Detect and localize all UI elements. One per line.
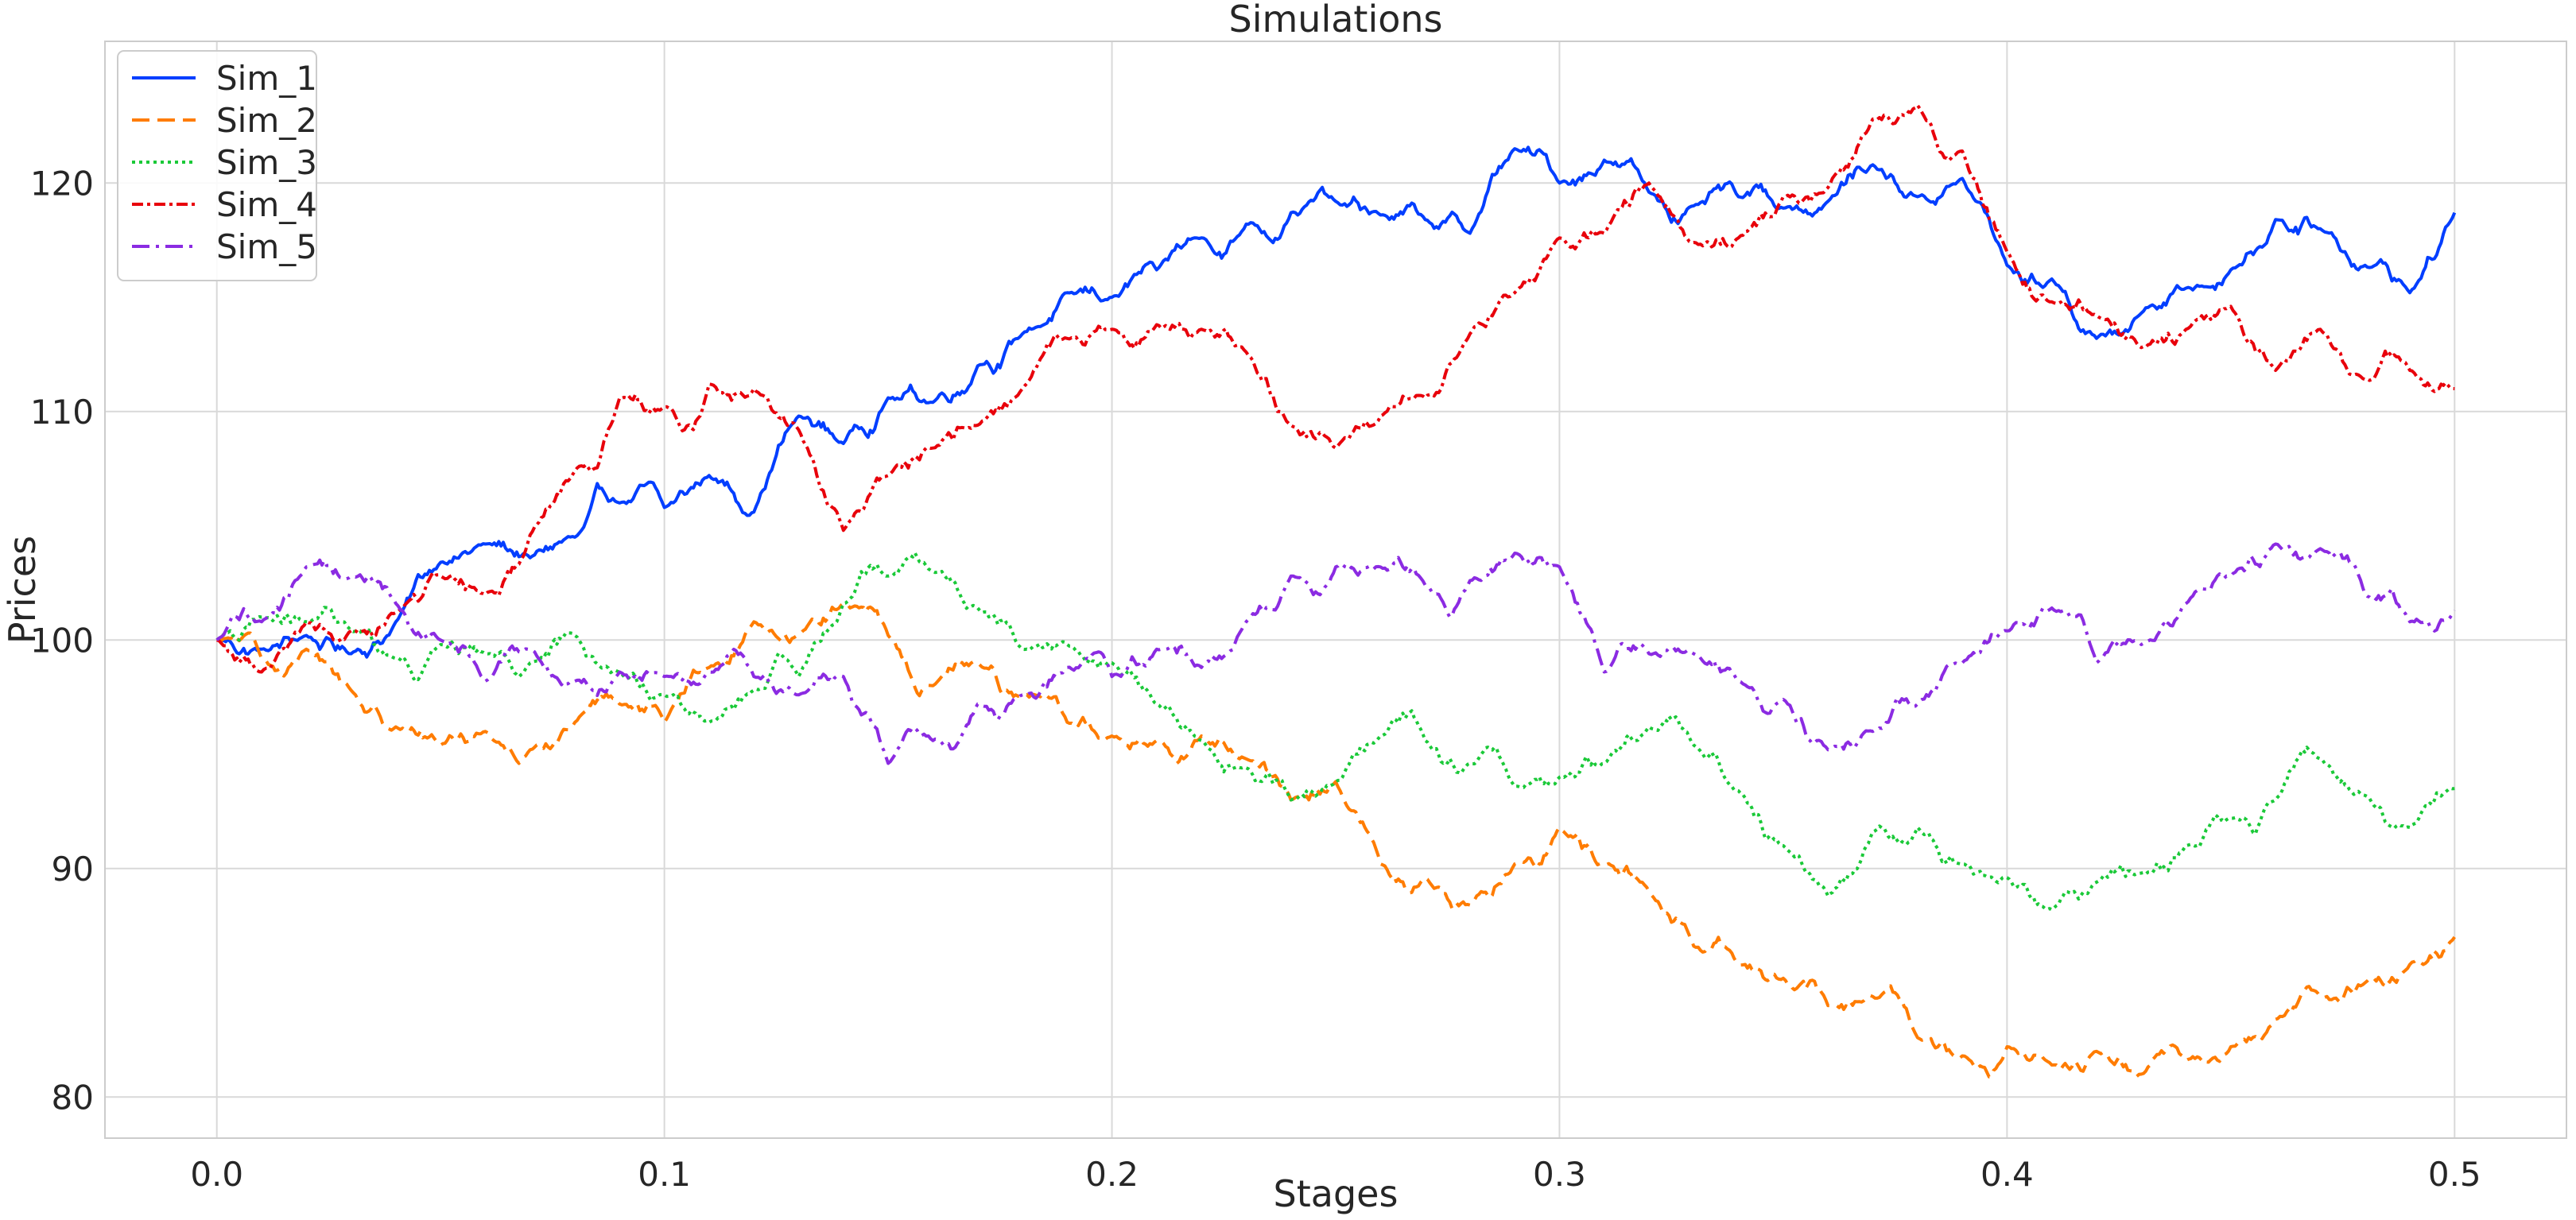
x-tick-label: 0.3 bbox=[1533, 1155, 1586, 1194]
x-tick-label: 0.1 bbox=[638, 1155, 691, 1194]
chart-title: Simulations bbox=[1229, 0, 1443, 41]
series-line-sim-1 bbox=[216, 145, 2457, 659]
legend-label: Sim_1 bbox=[216, 59, 317, 98]
grid-lines bbox=[105, 41, 2566, 1138]
y-axis-title: Prices bbox=[1, 536, 44, 644]
y-tick-labels: 80 90 100 110 120 bbox=[30, 164, 94, 1117]
y-tick-label: 100 bbox=[30, 621, 94, 660]
series-line-sim-2 bbox=[216, 602, 2456, 1079]
x-tick-label: 0.4 bbox=[1980, 1155, 2034, 1194]
plot-frame bbox=[104, 41, 2567, 1139]
x-axis-title: Stages bbox=[1274, 1172, 1399, 1215]
series-line-sim-3 bbox=[215, 551, 2455, 912]
legend-label: Sim_3 bbox=[216, 143, 317, 182]
x-tick-label: 0.0 bbox=[190, 1155, 243, 1194]
y-tick-label: 120 bbox=[30, 164, 94, 203]
legend-label: Sim_2 bbox=[216, 101, 317, 140]
y-tick-label: 90 bbox=[52, 850, 94, 889]
legend-label: Sim_4 bbox=[216, 185, 317, 224]
x-tick-label: 0.5 bbox=[2428, 1155, 2481, 1194]
series-line-sim-5 bbox=[215, 542, 2457, 765]
x-tick-label: 0.2 bbox=[1085, 1155, 1139, 1194]
legend-box bbox=[117, 50, 317, 281]
legend-label: Sim_5 bbox=[216, 227, 317, 266]
y-tick-label: 110 bbox=[30, 393, 94, 432]
series-layer bbox=[215, 103, 2457, 1079]
y-tick-label: 80 bbox=[52, 1078, 94, 1117]
x-tick-labels: 0.0 0.1 0.2 0.3 0.4 0.5 bbox=[190, 1155, 2481, 1194]
